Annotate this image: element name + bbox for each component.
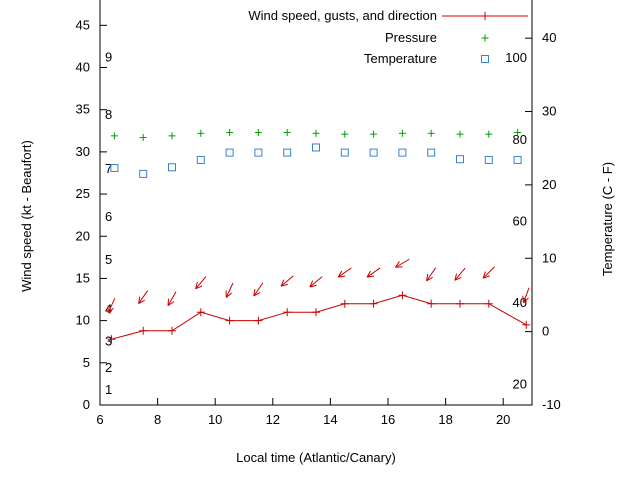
beaufort-label: 3: [105, 334, 112, 349]
left-y-tick-label: 15: [76, 270, 90, 285]
right-axis-title: Temperature (C - F): [600, 162, 615, 276]
legend-label-pressure: Pressure: [385, 30, 437, 45]
beaufort-scale-labels: 1 2 3 4 5 6 7 8 9: [105, 49, 112, 396]
legend-sample-pressure: [481, 34, 489, 42]
left-y-tick-label: 0: [83, 397, 90, 412]
gusts-series: [107, 258, 530, 314]
left-y-tick-label: 25: [76, 186, 90, 201]
left-y-tick-label: 40: [76, 60, 90, 75]
left-y-tick-label: 30: [76, 144, 90, 159]
left-y-tick-label: 35: [76, 102, 90, 117]
x-tick-label: 16: [381, 412, 395, 427]
plot-generated-layer: 6 8 10 12 14 16 18 20051015202530354045-1001020…: [76, 0, 561, 427]
x-tick-label: 18: [438, 412, 452, 427]
right-y-tick-label: -10: [542, 397, 561, 412]
right-y-tick-label: 40: [542, 30, 556, 45]
fahrenheit-label: 40: [513, 295, 527, 310]
wind-series: [107, 291, 531, 344]
fahrenheit-label: 20: [513, 376, 527, 391]
legend-samples: [442, 12, 528, 63]
temperature-series: [110, 143, 522, 178]
right-y-tick-label: 10: [542, 250, 556, 265]
x-tick-label: 20: [496, 412, 510, 427]
axis-ticks: [99, 24, 532, 406]
fahrenheit-label: 100: [505, 50, 527, 65]
left-y-tick-label: 45: [76, 17, 90, 32]
legend-label-wind: Wind speed, gusts, and direction: [248, 8, 437, 23]
fahrenheit-scale-labels: 20 40 60 80 100: [505, 50, 527, 391]
beaufort-label: 5: [105, 252, 112, 267]
x-axis-title: Local time (Atlantic/Canary): [236, 450, 396, 465]
x-tick-label: 12: [266, 412, 280, 427]
plot-border: [99, 0, 533, 406]
x-tick-label: 6: [96, 412, 103, 427]
axis-tick-labels: 6 8 10 12 14 16 18 20051015202530354045-1001020…: [76, 17, 561, 427]
beaufort-label: 2: [105, 360, 112, 375]
left-y-tick-label: 5: [83, 355, 90, 370]
beaufort-label: 4: [105, 302, 112, 317]
pressure-series: [110, 128, 522, 142]
beaufort-label: 8: [105, 107, 112, 122]
legend-sample-wind: [442, 12, 528, 20]
legend-sample-temperature: [481, 55, 489, 63]
right-y-tick-label: 0: [542, 324, 549, 339]
beaufort-label: 9: [105, 49, 112, 64]
left-axis-title: Wind speed (kt - Beaufort): [19, 140, 34, 292]
beaufort-label: 1: [105, 382, 112, 397]
legend-label-temperature: Temperature: [364, 51, 437, 66]
fahrenheit-label: 80: [513, 132, 527, 147]
left-y-tick-label: 10: [76, 313, 90, 328]
left-y-tick-label: 20: [76, 228, 90, 243]
x-tick-label: 10: [208, 412, 222, 427]
beaufort-label: 6: [105, 209, 112, 224]
right-y-tick-label: 30: [542, 104, 556, 119]
beaufort-label: 7: [105, 161, 112, 176]
right-y-tick-label: 20: [542, 177, 556, 192]
static-labels: Local time (Atlantic/Canary) Wind speed …: [19, 8, 615, 465]
fahrenheit-label: 60: [513, 214, 527, 229]
x-tick-label: 14: [323, 412, 337, 427]
x-tick-label: 8: [154, 412, 161, 427]
